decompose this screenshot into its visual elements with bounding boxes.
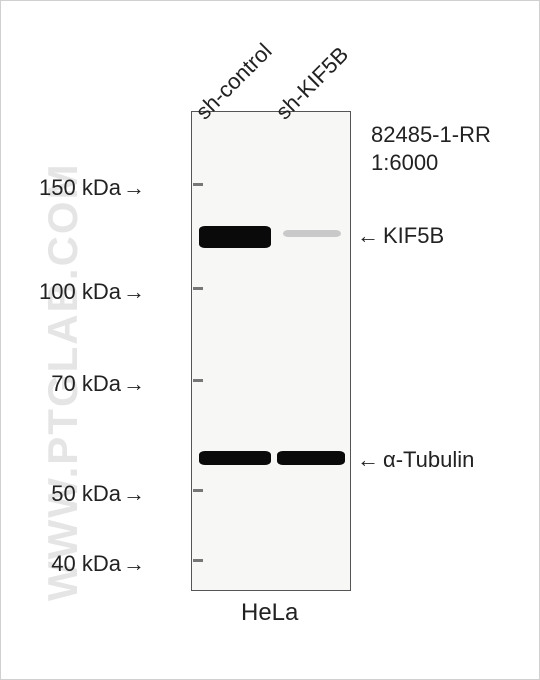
marker-tick [193, 379, 203, 382]
arrow-left-icon: ← [357, 447, 379, 473]
band-tubulin-knockdown [277, 451, 345, 465]
antibody-dilution: 1:6000 [371, 149, 491, 177]
marker-tick [193, 287, 203, 290]
marker-70kda: 70 kDa → [1, 371, 145, 397]
marker-label: 50 kDa [1, 481, 121, 507]
marker-tick [193, 559, 203, 562]
band-tubulin-control [199, 451, 271, 465]
blot-figure: WWW.PTGLAB.COM sh-control sh-KIF5B 150 k… [1, 1, 539, 679]
band-label-kif5b: KIF5B [383, 223, 444, 249]
marker-tick [193, 183, 203, 186]
marker-100kda: 100 kDa → [1, 279, 145, 305]
marker-label: 100 kDa [1, 279, 121, 305]
marker-arrow-icon: → [123, 551, 145, 577]
band-kif5b-knockdown [283, 230, 341, 237]
antibody-info: 82485-1-RR 1:6000 [371, 121, 491, 176]
band-label-tubulin: α-Tubulin [383, 447, 474, 473]
marker-label: 40 kDa [1, 551, 121, 577]
marker-tick [193, 489, 203, 492]
marker-50kda: 50 kDa → [1, 481, 145, 507]
sample-label: HeLa [241, 599, 298, 627]
blot-membrane [191, 111, 351, 591]
band-kif5b-control [199, 226, 271, 248]
antibody-catalog: 82485-1-RR [371, 121, 491, 149]
marker-label: 70 kDa [1, 371, 121, 397]
marker-label: 150 kDa [1, 175, 121, 201]
marker-arrow-icon: → [123, 481, 145, 507]
marker-arrow-icon: → [123, 279, 145, 305]
arrow-left-icon: ← [357, 223, 379, 249]
marker-arrow-icon: → [123, 371, 145, 397]
marker-150kda: 150 kDa → [1, 175, 145, 201]
marker-arrow-icon: → [123, 175, 145, 201]
marker-40kda: 40 kDa → [1, 551, 145, 577]
